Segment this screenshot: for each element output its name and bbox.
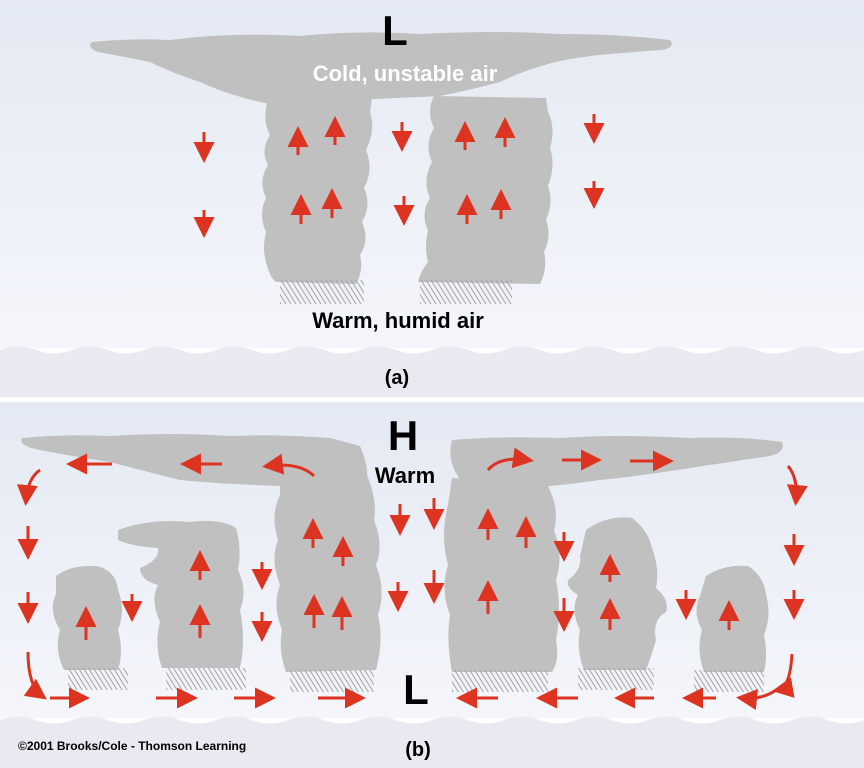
copyright-text: ©2001 Brooks/Cole - Thomson Learning (18, 739, 246, 753)
panel-a-caption: (a) (385, 367, 409, 389)
panel-a-cloud (90, 32, 672, 284)
panel-b-ground (0, 716, 864, 768)
panel-b: H Warm L (b) ©2001 Brooks/Cole - Thomson… (0, 402, 864, 768)
panel-divider (0, 397, 864, 402)
panel-b-caption: (b) (405, 739, 431, 761)
panel-a-rain (280, 280, 512, 304)
panel-a: L Cold, unstable air Warm, humid air (a) (0, 0, 864, 397)
panel-a-ground (0, 346, 864, 397)
panel-b-arrows (16, 447, 808, 710)
arrow-curve (772, 653, 795, 698)
panel-a-upper-label: Cold, unstable air (313, 61, 498, 86)
panel-b-pressure-h: H (388, 412, 418, 459)
arrow-curve (786, 465, 808, 506)
arrow-curve (16, 468, 41, 506)
arrow-curve (262, 453, 316, 478)
arrow-curve (23, 651, 47, 700)
panel-a-lower-label: Warm, humid air (312, 308, 484, 333)
panel-b-rain (68, 668, 764, 692)
arrow-curve (486, 447, 534, 472)
panel-b-pressure-l: L (403, 666, 429, 713)
panel-a-arrows (193, 114, 605, 238)
arrow-curve (736, 688, 777, 710)
panel-a-pressure-l: L (382, 7, 408, 54)
panel-b-upper-label: Warm (375, 463, 435, 488)
